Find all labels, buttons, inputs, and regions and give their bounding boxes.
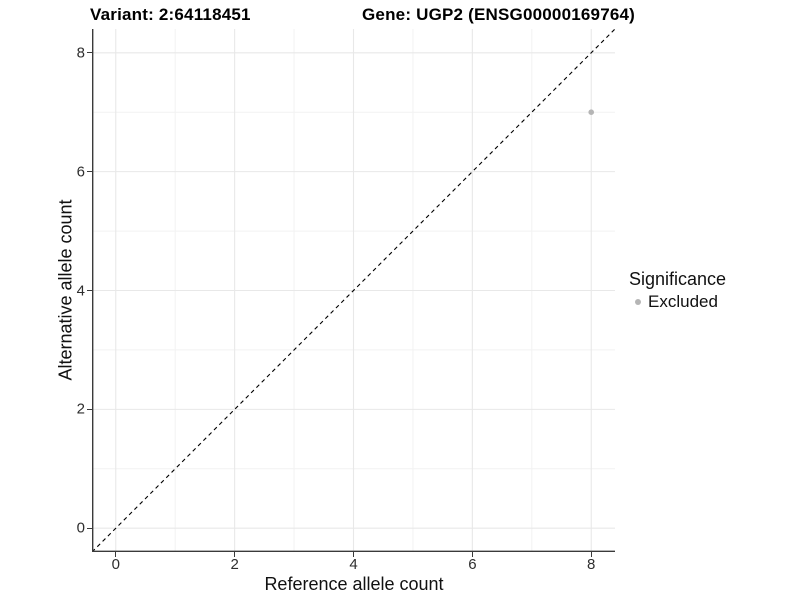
x-tick-label: 4: [349, 556, 358, 573]
legend-title: Significance: [629, 269, 727, 289]
y-tick-label: 0: [76, 519, 85, 537]
x-tick-mark: [234, 552, 236, 557]
y-tick-mark: [87, 289, 92, 292]
x-tick-label: 0: [111, 556, 120, 573]
y-tick-label: 8: [76, 44, 85, 62]
x-tick-mark: [590, 552, 592, 557]
plot-panel: [92, 29, 615, 552]
x-tick-mark: [471, 552, 473, 557]
x-tick-mark: [115, 552, 117, 557]
y-tick-mark: [87, 408, 92, 410]
x-tick-label: 6: [468, 556, 477, 573]
identity-dashed-line: [92, 29, 615, 552]
plot-title-variant: Variant: 2:64118451: [90, 5, 251, 24]
plot-canvas: [92, 29, 615, 552]
x-tick-label: 8: [587, 556, 596, 573]
legend: Significance Excluded: [629, 269, 726, 312]
x-tick-label: 2: [230, 556, 239, 573]
y-tick-label: 2: [76, 400, 85, 418]
y-tick-label: 4: [76, 282, 85, 299]
y-tick-label: 6: [76, 163, 85, 181]
legend-item-label: Excluded: [648, 292, 718, 311]
x-tick-mark: [352, 552, 355, 557]
legend-point-icon: [629, 293, 646, 312]
legend-item-excluded: Excluded: [629, 292, 726, 312]
data-point: [588, 109, 595, 116]
x-axis-title: Reference allele count: [264, 574, 444, 594]
plot-title-gene: Gene: UGP2 (ENSG00000169764): [362, 5, 636, 24]
y-tick-mark: [87, 52, 92, 54]
y-tick-mark: [87, 171, 92, 173]
legend-dot-icon: [634, 299, 641, 305]
y-tick-mark: [87, 527, 92, 529]
